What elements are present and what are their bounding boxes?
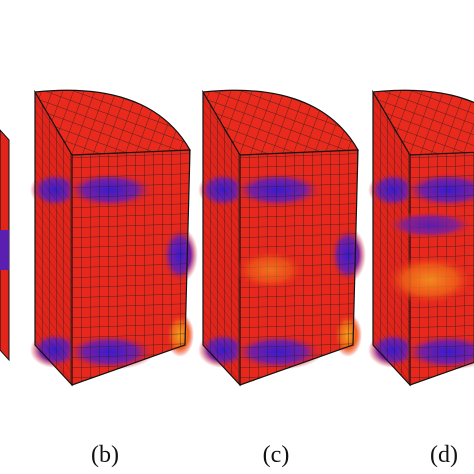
panel-label: (c) xyxy=(263,442,290,468)
partial-patch xyxy=(0,230,9,270)
mesh-solid-b xyxy=(29,89,199,386)
panel-label: (d) xyxy=(430,442,458,468)
shade-c xyxy=(235,250,305,290)
band-d xyxy=(385,211,474,239)
panel-label: (b) xyxy=(91,442,119,468)
mesh-solid-c xyxy=(197,89,367,386)
shade-d xyxy=(385,255,474,305)
